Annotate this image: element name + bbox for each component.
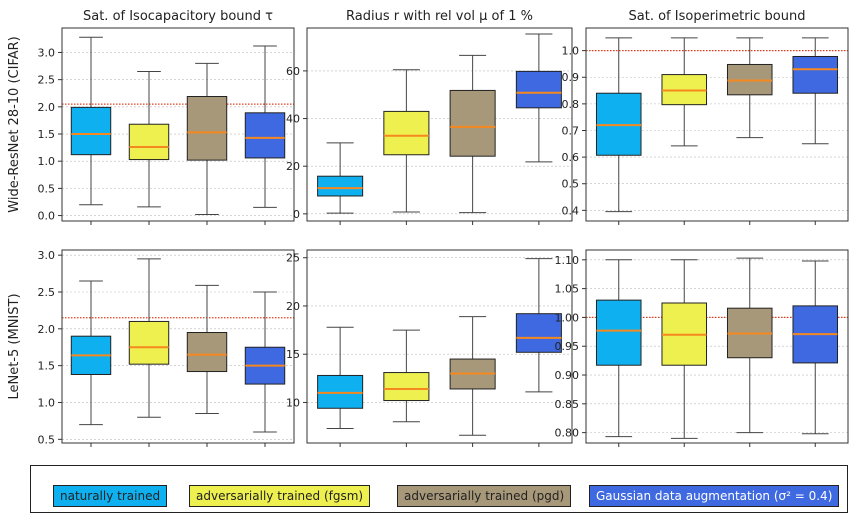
y-tick-label: 0.7: [562, 124, 580, 137]
y-tick-label: 2.5: [38, 74, 56, 87]
y-tick-label: 0.8: [562, 98, 580, 111]
y-tick-label: 0.90: [555, 369, 580, 382]
y-tick-label: 2.0: [38, 323, 56, 336]
box-body: [383, 110, 430, 156]
y-tick-label: 60: [286, 65, 300, 78]
y-tick-label: 0.5: [38, 433, 56, 446]
box-0: [70, 280, 112, 426]
panel-r0-c1: 0 20 40 60 Radius r with rel vol μ of 1 %: [286, 9, 573, 225]
y-tick-label: 0.95: [555, 340, 580, 353]
axes-frame: [61, 27, 295, 222]
row-label: Wide-ResNet 28-10 (CIFAR): [7, 36, 22, 212]
y-tick-label: 1.0: [562, 45, 580, 58]
panel-r1-c0: 0.5 1.0 1.5 2.0 2.5 3.0 LeNet-5 (MNIST): [7, 249, 295, 447]
box-body: [186, 96, 228, 161]
box-body: [128, 320, 170, 365]
axes-frame: [306, 249, 573, 444]
y-tick-label: 0.85: [555, 398, 580, 411]
box-body: [515, 313, 562, 353]
box-body: [186, 332, 228, 373]
box-1: [128, 70, 170, 208]
box-2: [449, 54, 496, 214]
y-tick-label: 15: [286, 348, 300, 361]
box-3: [515, 258, 562, 393]
panel-r1-c1: 10 15 20 25: [286, 249, 573, 447]
y-tick-label: 0.0: [38, 210, 56, 223]
y-tick-label: 0.5: [562, 178, 580, 191]
box-body: [128, 123, 170, 161]
panel-r0-c0: 0.0 0.5 1.0 1.5 2.0 2.5 3.0 Sat. of Isocapacito…: [7, 9, 295, 225]
y-tick-label: 1.5: [38, 128, 56, 141]
box-2: [186, 62, 228, 215]
y-tick-label: 0.6: [562, 151, 580, 164]
y-tick-label: 1.00: [555, 311, 580, 324]
box-2: [186, 284, 228, 415]
legend-item-natural: naturally trained: [53, 485, 168, 507]
box-3: [515, 33, 562, 163]
panel-r0-c2: 0.4 0.5 0.6 0.7 0.8 0.9 1.0 Sat. of Isoperimetr…: [562, 9, 849, 225]
y-tick-label: 1.0: [38, 396, 56, 409]
y-tick-label: 0: [293, 208, 300, 221]
box-1: [383, 69, 430, 213]
box-body: [317, 175, 364, 197]
y-tick-label: 20: [286, 160, 300, 173]
box-1: [128, 258, 170, 418]
box-2: [449, 316, 496, 436]
panel-title: Sat. of Isoperimetric bound: [629, 9, 806, 24]
box-1: [661, 37, 708, 147]
y-tick-label: 0.80: [555, 427, 580, 440]
box-0: [595, 37, 642, 213]
panel-title: Sat. of Isocapacitory bound τ: [83, 9, 273, 24]
box-1: [661, 259, 708, 439]
box-2: [726, 37, 773, 139]
box-2: [726, 257, 773, 434]
y-tick-label: 1.10: [555, 254, 580, 267]
y-tick-label: 1.0: [38, 155, 56, 168]
axes-frame: [585, 249, 849, 444]
box-body: [244, 112, 286, 159]
y-tick-label: 40: [286, 113, 300, 126]
box-body: [515, 70, 562, 109]
box-body: [383, 372, 430, 402]
axes-frame: [61, 249, 295, 444]
box-3: [244, 45, 286, 208]
legend-item-fgsm: adversarially trained (fgsm): [189, 485, 371, 507]
y-tick-label: 3.0: [38, 46, 56, 59]
box-0: [70, 36, 112, 206]
box-3: [244, 291, 286, 433]
box-1: [383, 329, 430, 423]
y-tick-label: 2.5: [38, 286, 56, 299]
y-tick-label: 10: [286, 396, 300, 409]
box-body: [70, 106, 112, 156]
y-tick-label: 25: [286, 252, 300, 265]
box-body: [792, 55, 839, 94]
y-tick-label: 0.5: [38, 182, 56, 195]
y-tick-label: 3.0: [38, 249, 56, 262]
axes-frame: [306, 27, 573, 222]
y-tick-label: 0.4: [562, 204, 580, 217]
box-body: [449, 89, 496, 157]
legend: naturally trained adversarially trained …: [30, 465, 848, 513]
legend-item-gaussian: Gaussian data augmentation (σ² = 0.4): [589, 485, 840, 507]
panel-title: Radius r with rel vol μ of 1 %: [346, 9, 533, 24]
panel-r1-c2: 0.80 0.85 0.90 0.95 1.00 1.05 1.10: [555, 249, 849, 447]
y-tick-label: 1.5: [38, 360, 56, 373]
box-3: [792, 260, 839, 435]
box-0: [595, 259, 642, 438]
y-tick-label: 2.0: [38, 101, 56, 114]
box-body: [595, 299, 642, 366]
box-0: [317, 326, 364, 430]
y-tick-label: 1.05: [555, 283, 580, 296]
box-3: [792, 37, 839, 145]
legend-item-pgd: adversarially trained (pgd): [397, 485, 572, 507]
y-tick-label: 0.9: [562, 71, 580, 84]
box-0: [317, 142, 364, 214]
y-tick-label: 20: [286, 300, 300, 313]
axes-frame: [585, 27, 849, 222]
row-label: LeNet-5 (MNIST): [7, 293, 22, 399]
